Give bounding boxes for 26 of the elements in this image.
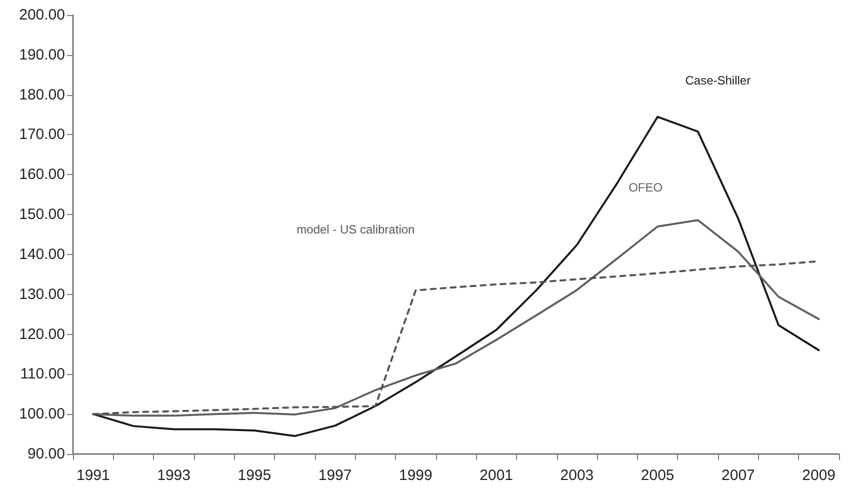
- line-series: [92, 116, 820, 438]
- text: Case-Shiller: [685, 74, 751, 88]
- y-tick-label: 160.00: [19, 166, 65, 184]
- y-tick-label: 100.00: [19, 406, 65, 423]
- x-tick-label: 2009: [802, 467, 836, 484]
- y-tick-label: 150.00: [19, 206, 65, 224]
- x-tick-label: 1997: [318, 467, 352, 484]
- y-tick-label: 190.00: [19, 46, 65, 64]
- y-tick-label: 170.00: [19, 126, 65, 144]
- text: OFEO: [628, 180, 663, 195]
- y-tick-label: 140.00: [19, 246, 65, 263]
- y-tick-label: 130.00: [19, 286, 65, 303]
- y-tick-label: 110.00: [20, 366, 65, 383]
- x-tick-label: 2007: [722, 467, 755, 484]
- y-tick-label: 200.00: [19, 6, 65, 24]
- x-tick-label: 2005: [640, 467, 674, 484]
- y-tick-label: 120.00: [19, 326, 65, 343]
- x-tick-label: 1993: [157, 467, 190, 484]
- x-tick-label: 2001: [480, 467, 514, 484]
- x-tick-label: 1991: [76, 467, 110, 484]
- x-tick-label: 1995: [238, 467, 272, 484]
- x-tick-label: 1999: [398, 467, 432, 484]
- x-tick-label: 2003: [560, 467, 594, 484]
- text: model - US calibration: [296, 222, 415, 236]
- y-tick-label: 180.00: [19, 86, 65, 104]
- y-tick-label: 90.00: [27, 446, 65, 462]
